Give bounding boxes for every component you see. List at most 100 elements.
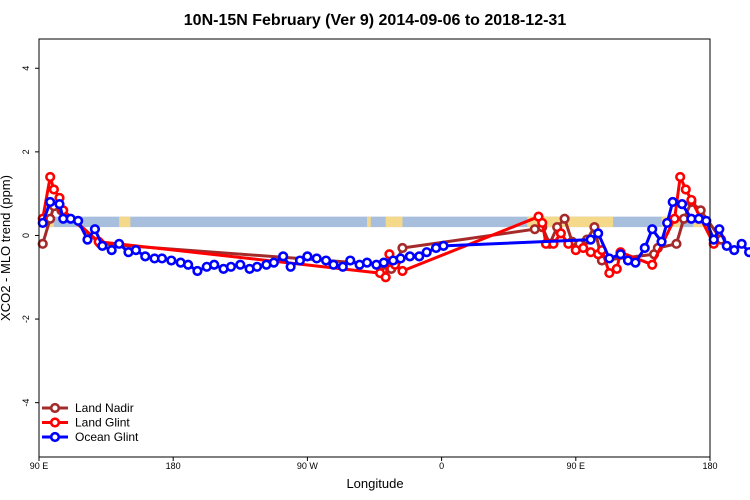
land-glint-point: [686, 194, 697, 206]
ocean-glint-point: [721, 240, 732, 252]
land-band-segment: [385, 216, 403, 228]
ocean-glint-point: [604, 253, 615, 264]
legend-item-land-glint: Land Glint: [42, 416, 130, 430]
x-tick-label: 0: [439, 461, 444, 471]
legend-label: Ocean Glint: [75, 430, 139, 444]
legend-marker: [49, 417, 61, 428]
y-tick-label: 2: [21, 149, 31, 154]
map-band: [39, 216, 710, 228]
land-glint-point: [647, 259, 658, 270]
y-axis-label: XCO2 - MLO trend (ppm): [0, 175, 13, 321]
x-tick-label: 180: [702, 461, 717, 471]
ocean-glint-point: [251, 261, 263, 272]
ocean-glint-point: [630, 257, 641, 268]
land-glint-point: [555, 228, 566, 239]
x-tick-label: 90 E: [30, 461, 49, 471]
land-glint-point: [578, 242, 589, 254]
ocean-glint-point: [667, 196, 678, 208]
land-glint-point: [537, 217, 548, 229]
land-glint-point: [48, 184, 60, 195]
ocean-glint-point: [421, 247, 432, 258]
ocean-glint-point: [647, 224, 658, 235]
ocean-glint-point: [320, 255, 332, 266]
ocean-glint-point: [130, 244, 142, 256]
ocean-glint-point: [676, 199, 688, 210]
land-glint-point: [380, 272, 391, 283]
land-glint-point: [604, 267, 615, 279]
ocean-glint-point: [585, 234, 596, 245]
ocean-glint-point: [656, 236, 667, 247]
ocean-glint-point: [114, 238, 125, 249]
ocean-glint-point: [183, 259, 194, 270]
ocean-glint-point: [89, 224, 101, 235]
land-nadir-point: [559, 213, 570, 224]
ocean-glint-point: [345, 255, 356, 266]
ocean-glint-point: [414, 251, 425, 262]
ocean-glint-point: [156, 253, 168, 264]
series-layer: [37, 171, 750, 283]
ocean-glint-point: [106, 244, 117, 256]
ocean-glint-point: [378, 257, 389, 268]
x-tick-label: 90 E: [567, 461, 586, 471]
ocean-glint-point: [736, 238, 747, 249]
ocean-glint-point: [192, 265, 203, 277]
ocean-glint-point: [268, 257, 279, 268]
ocean-glint-point: [54, 199, 65, 210]
ocean-glint-point: [73, 215, 84, 226]
ocean-glint-point: [337, 261, 348, 272]
land-nadir-point: [37, 238, 48, 249]
y-tick-label: -2: [21, 315, 31, 323]
x-tick-label: 180: [166, 461, 181, 471]
land-nadir-point: [671, 238, 682, 249]
ocean-glint-point: [593, 228, 604, 239]
ocean-glint-point: [209, 259, 220, 270]
ocean-glint-point: [294, 255, 306, 266]
plot-frame: [38, 38, 711, 458]
ocean-glint-point: [328, 259, 339, 270]
chart-title: 10N-15N February (Ver 9) 2014-09-06 to 2…: [184, 12, 567, 29]
ocean-glint-point: [361, 257, 373, 268]
ocean-glint-point: [45, 196, 56, 208]
legend-marker: [49, 431, 61, 443]
x-axis-label: Longitude: [346, 476, 403, 491]
land-band-segment: [367, 216, 371, 228]
land-band-segment: [119, 216, 131, 228]
land-glint-point: [611, 263, 622, 275]
land-nadir-point: [397, 242, 408, 254]
ocean-glint-point: [166, 255, 177, 266]
ocean-glint-point: [311, 253, 322, 264]
ocean-glint-point: [235, 259, 246, 270]
ocean-glint-point: [744, 247, 750, 258]
legend-marker: [49, 402, 61, 414]
land-glint-point: [675, 171, 686, 183]
y-tick-label: -4: [21, 399, 31, 407]
land-glint-point: [45, 171, 56, 183]
ocean-glint-point: [278, 251, 289, 262]
axes: 90 E 180 90 W 0 90 E 180 -4 -2 0 2 4: [21, 66, 718, 471]
ocean-glint-point: [639, 242, 650, 254]
land-glint-point: [397, 265, 408, 277]
legend-label: Land Glint: [75, 416, 130, 430]
x-tick-label: 90 W: [297, 461, 319, 471]
ocean-glint-point: [714, 224, 725, 235]
ocean-glint-point: [285, 261, 296, 272]
ocean-glint-point: [615, 249, 626, 260]
ocean-glint-point: [302, 251, 313, 262]
ocean-glint-point: [729, 244, 740, 256]
legend-label: Land Nadir: [75, 401, 134, 415]
ocean-glint-point: [140, 251, 151, 262]
ocean-glint-point: [708, 234, 719, 245]
legend-item-ocean-glint: Ocean Glint: [42, 430, 139, 444]
ocean-glint-point: [395, 253, 406, 264]
ocean-glint-point: [701, 215, 712, 226]
ocean-glint-point: [97, 240, 108, 252]
ocean-glint-point: [37, 217, 48, 229]
y-tick-label: 4: [21, 66, 31, 71]
ocean-glint-series: [37, 196, 750, 277]
ocean-glint-point: [662, 217, 673, 229]
ocean-glint-point: [225, 261, 237, 272]
y-tick-label: 0: [21, 233, 31, 238]
ocean-glint-point: [82, 234, 93, 245]
